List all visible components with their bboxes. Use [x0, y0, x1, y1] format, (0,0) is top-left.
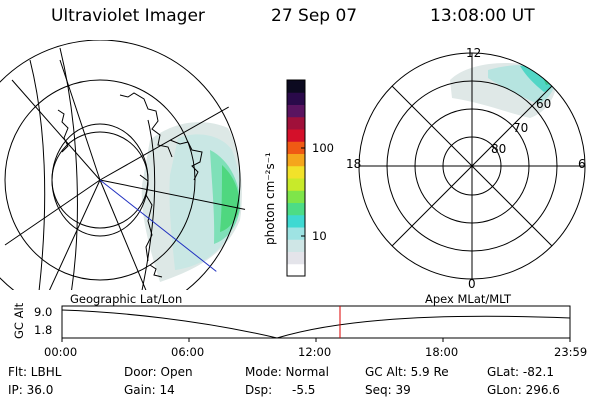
colorbar-segment [287, 153, 305, 167]
colorbar-frame [286, 79, 306, 277]
seq-info: Seq: 39 [365, 383, 411, 397]
timeline-left-title: Geographic Lat/Lon [70, 292, 183, 306]
mlt-label-6: 6 [578, 157, 586, 171]
door-info: Door: Open [124, 365, 193, 379]
colorbar-segment [287, 251, 305, 265]
colorbar-segment [287, 92, 305, 105]
colorbar-segment [287, 116, 305, 130]
colorbar-segment [287, 80, 305, 93]
colorbar-segment [287, 141, 305, 154]
timeline-x-tick-0000: 00:00 [44, 345, 78, 359]
mode-info: Mode: Normal [245, 365, 329, 379]
filter-info: Flt: LBHL [8, 365, 62, 379]
timeline-x-tick-1200: 12:00 [298, 345, 332, 359]
gain-info: Gain: 14 [124, 383, 175, 397]
mlt-label-18: 18 [346, 157, 362, 171]
lat-label-60: 60 [536, 97, 552, 111]
mlt-label-0: 0 [468, 277, 476, 291]
ip-info: IP: 36.0 [8, 383, 54, 397]
timeline-y-tick-1-8: 1.8 [34, 323, 53, 337]
lat-label-80: 80 [491, 142, 507, 156]
colorbar-segment [287, 104, 305, 118]
instrument-title: Ultraviolet Imager [51, 6, 205, 26]
glon-info: GLon: 296.6 [487, 383, 560, 397]
glat-info: GLat: -82.1 [487, 365, 554, 379]
colorbar-segment [287, 227, 305, 240]
timeline-x-tick-2359: 23:59 [554, 345, 588, 359]
colorbar-segment [287, 214, 305, 228]
timeline-x-tick-1800: 18:00 [425, 345, 459, 359]
colorbar-segment [287, 263, 305, 277]
colorbar-segment [287, 129, 305, 142]
timeline-y-tick-9: 9.0 [34, 305, 53, 319]
colorbar-segment [287, 165, 305, 179]
lat-label-70: 70 [513, 121, 529, 135]
timeline-right-title: Apex MLat/MLT [425, 292, 512, 306]
date-label: 27 Sep 07 [271, 6, 358, 26]
gc-alt-info: GC Alt: 5.9 Re [365, 365, 449, 379]
dsp-info: Dsp: [245, 383, 273, 397]
dsp-value: -5.5 [292, 383, 316, 397]
colorbar-tick-100: 100 [312, 141, 334, 155]
time-label: 13:08:00 UT [430, 6, 535, 26]
colorbar-tick-10: 10 [312, 229, 327, 243]
colorbar-segment [287, 190, 305, 203]
colorbar-segment [287, 178, 305, 191]
timeline-x-tick-0600: 06:00 [171, 345, 205, 359]
mlt-label-12: 12 [466, 46, 482, 60]
colorbar-segment [287, 202, 305, 216]
colorbar-segment [287, 239, 305, 252]
